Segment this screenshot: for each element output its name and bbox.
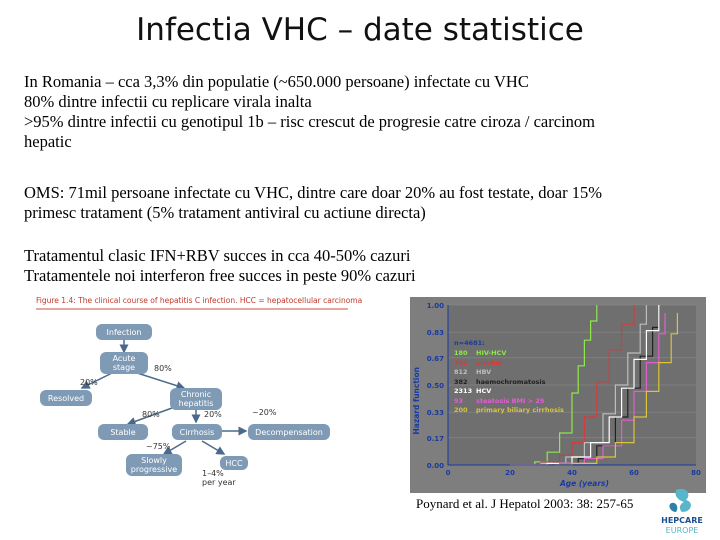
legend-count: 200 [454, 406, 468, 414]
x-axis-label: Age (years) [560, 479, 609, 488]
series-line-primary-biliary-cirrhosis [510, 313, 678, 466]
legend-entry: 2313 HCV [454, 387, 491, 395]
legend-label: steatosis BMI > 25 [476, 396, 545, 405]
text-line: Tratamentele noi interferon free succes … [24, 266, 416, 285]
figure-caption: Figure 1.4: The clinical course of hepat… [36, 296, 363, 305]
legend-count: 382 [454, 377, 468, 386]
y-tick-label: 0.17 [427, 435, 444, 443]
oms-statistics: OMS: 71mil persoane infectate cu VHC, di… [24, 183, 704, 223]
y-tick-label: 1.00 [427, 302, 444, 310]
x-tick-label: 40 [567, 469, 577, 477]
legend-count: 93 [454, 396, 464, 405]
node-cirrhosis: Cirrhosis [172, 424, 222, 440]
legend-label: HBV [476, 368, 492, 376]
y-tick-label: 0.67 [427, 355, 444, 363]
legend-header: n=4681: [454, 339, 485, 347]
legend-label: HIV-HCV [476, 349, 507, 357]
text-line: 80% dintre infectii cu replicare virala … [24, 92, 312, 111]
series-line-alcohol [510, 305, 635, 466]
node-acute-stage: Acute stage [100, 352, 148, 374]
edge-label: 80% [142, 410, 160, 419]
legend-count: 812 [454, 368, 468, 376]
arrow-cirrhosis-slowly [162, 440, 187, 455]
y-axis-label: Hazard function [412, 367, 421, 435]
edge-label: 1–4% per year [202, 469, 236, 487]
legend-entry: 200 primary biliary cirrhosis [454, 406, 564, 414]
hazard-function-chart: 0.00 0.17 0.33 0.50 0.67 0.83 1.00 0 20 40 60 80 n=… [410, 297, 706, 493]
chart-plot: 0.00 0.17 0.33 0.50 0.67 0.83 1.00 0 20 40 60 80 [427, 302, 701, 477]
text-line: primesc tratament (5% tratament antivira… [24, 203, 426, 222]
node-stable: Stable [98, 424, 148, 440]
text-line: hepatic [24, 132, 72, 151]
text-line: >95% dintre infectii cu genotipul 1b – r… [24, 112, 595, 131]
legend-entry: 382 haemochromatosis [454, 378, 546, 386]
hepcare-logo: HEPCARE EUROPE [652, 486, 712, 538]
diagram-arrows [80, 340, 248, 455]
node-slowly-progressive: Slowly progressive [126, 454, 182, 476]
x-tick-label: 0 [446, 469, 451, 477]
x-tick-label: 20 [505, 469, 515, 477]
logo-text-2: EUROPE [665, 526, 699, 535]
legend-label: haemochromatosis [476, 377, 546, 386]
slide-title: Infectia VHC – date statistice [136, 12, 584, 48]
node-hcc: HCC [220, 456, 248, 470]
arrow-acute-chronic [133, 371, 186, 391]
arrow-acute-resolved [80, 371, 115, 389]
edge-label: 80% [154, 364, 172, 373]
romania-statistics: In Romania – cca 3,3% din populatie (~65… [24, 72, 704, 152]
legend-entry: 812 HBV [454, 368, 491, 376]
edge-label: 20% [204, 410, 222, 419]
y-tick-label: 0.33 [427, 409, 444, 417]
legend-entry: 180 HIV-HCV [454, 349, 506, 357]
clinical-course-diagram: Figure 1.4: The clinical course of hepat… [36, 296, 362, 488]
arrow-chronic-stable [126, 407, 173, 426]
edge-label: 20% [80, 378, 98, 387]
x-tick-label: 80 [691, 469, 701, 477]
text-line: In Romania – cca 3,3% din populatie (~65… [24, 72, 529, 91]
legend-entry: 701 alcohol [454, 359, 502, 367]
chart-axes [447, 305, 696, 466]
edge-label: ~20% [252, 408, 277, 417]
legend-entry: 93 steatosis BMI > 25 [454, 397, 544, 405]
legend-count: 180 [454, 349, 468, 357]
treatment-statistics: Tratamentul clasic IFN+RBV succes in cca… [24, 246, 704, 286]
x-tick-label: 60 [629, 469, 639, 477]
edge-label: ~75% [146, 442, 171, 451]
arrow-cirrhosis-hcc [201, 440, 226, 455]
node-chronic-hepatitis: Chronic hepatitis [170, 388, 222, 410]
y-tick-label: 0.83 [427, 329, 444, 337]
node-decompensation: Decompensation [248, 424, 330, 440]
text-line: OMS: 71mil persoane infectate cu VHC, di… [24, 183, 602, 202]
legend-count: 701 [454, 358, 468, 367]
y-tick-label: 0.00 [427, 462, 444, 470]
legend-count: 2313 [454, 387, 473, 395]
y-tick-label: 0.50 [427, 382, 444, 390]
legend-label: HCV [476, 387, 492, 395]
logo-text-1: HEPCARE [661, 516, 703, 525]
hepcare-logo-icon [669, 488, 691, 512]
node-infection: Infection [96, 324, 152, 340]
citation: Poynard et al. J Hepatol 2003: 38: 257-6… [416, 496, 634, 511]
text-line: Tratamentul clasic IFN+RBV succes in cca… [24, 246, 411, 265]
legend-label: alcohol [476, 358, 503, 367]
node-resolved: Resolved [40, 390, 92, 406]
legend-label: primary biliary cirrhosis [476, 406, 564, 414]
caption-divider [36, 308, 348, 310]
